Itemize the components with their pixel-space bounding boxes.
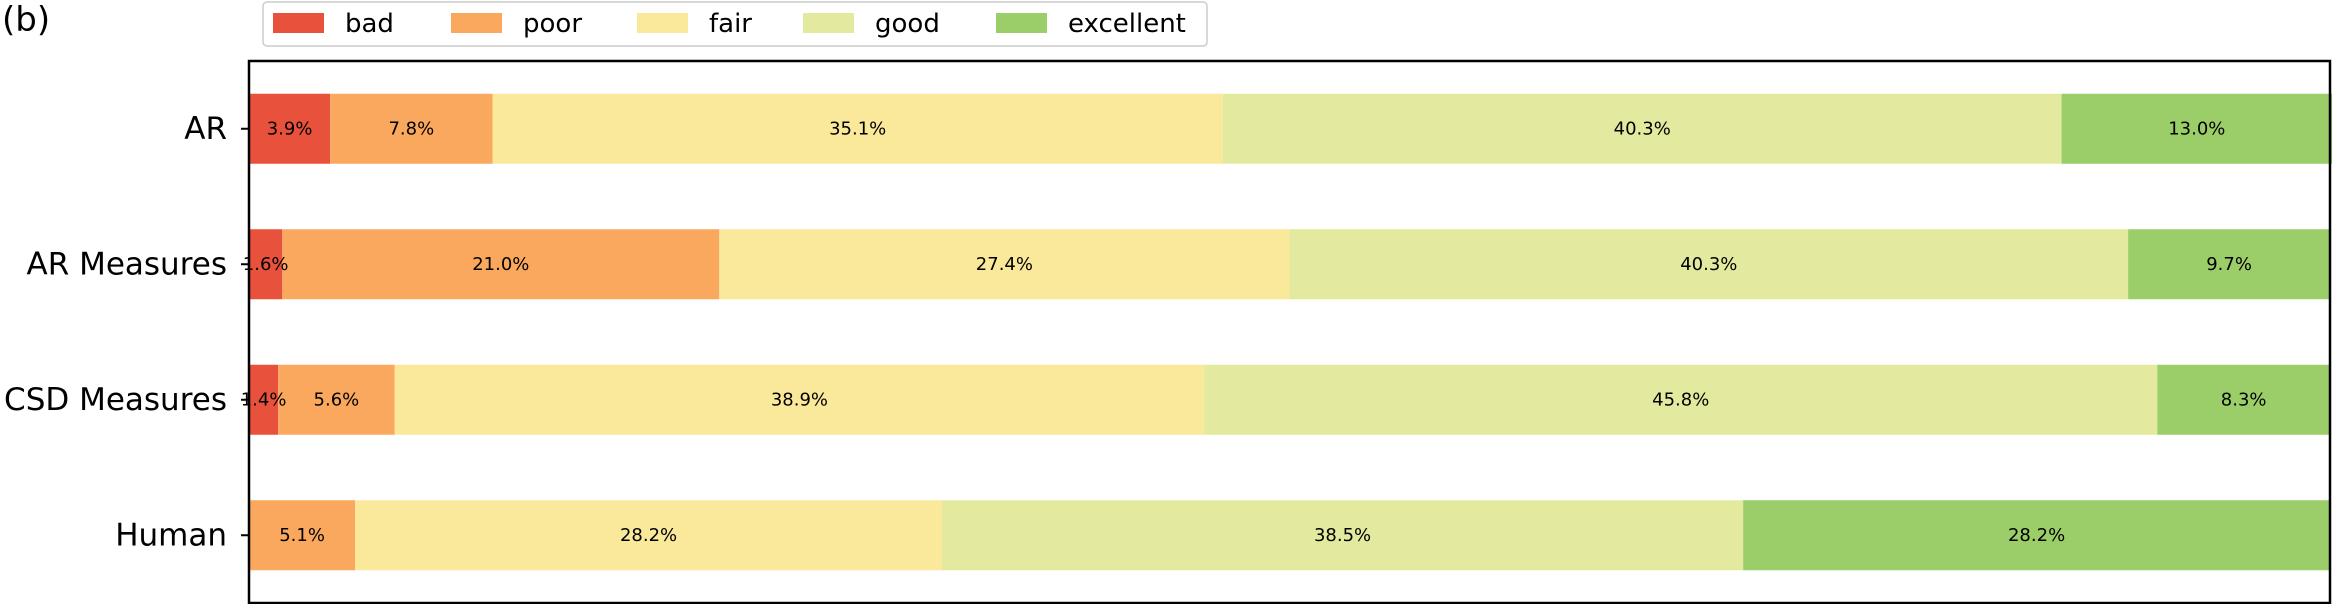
bar-fair-3: [355, 500, 942, 571]
legend-label-bad: bad: [345, 9, 394, 39]
data-label-excellent-3: 28.2%: [2008, 525, 2065, 546]
data-label-fair-3: 28.2%: [620, 525, 677, 546]
data-label-good-2: 45.8%: [1652, 389, 1709, 410]
y-tick-label-2: CSD Measures: [4, 382, 227, 418]
data-label-bad-0: 3.9%: [267, 118, 313, 139]
bar-good-0: [1222, 93, 2062, 164]
y-tick-label-1: AR Measures: [26, 246, 227, 282]
bar-good-3: [941, 500, 1744, 571]
bar-bad-2: [249, 364, 279, 435]
bars-layer: [249, 93, 2333, 571]
bar-excellent-2: [2157, 364, 2330, 435]
bar-fair-0: [492, 93, 1223, 164]
y-axis: AR AR Measures CSD Measures Human: [4, 111, 249, 553]
data-label-excellent-0: 13.0%: [2168, 118, 2225, 139]
legend-label-excellent: excellent: [1068, 9, 1186, 39]
y-tick-label-3: Human: [115, 517, 227, 553]
data-label-fair-0: 35.1%: [829, 118, 886, 139]
panel-label: (b): [2, 0, 51, 40]
bar-poor-3: [249, 500, 356, 571]
data-label-poor-0: 7.8%: [388, 118, 434, 139]
legend-swatch-fair: [637, 13, 688, 33]
data-label-excellent-2: 8.3%: [2221, 389, 2267, 410]
bar-fair-2: [394, 364, 1205, 435]
bar-good-2: [1204, 364, 2158, 435]
data-label-excellent-1: 9.7%: [2206, 254, 2252, 275]
legend-label-poor: poor: [523, 9, 582, 39]
bar-bad-1: [249, 229, 283, 300]
data-label-fair-2: 38.9%: [771, 389, 828, 410]
data-label-good-0: 40.3%: [1614, 118, 1671, 139]
data-label-poor-1: 21.0%: [472, 254, 529, 275]
legend-swatch-poor: [451, 13, 502, 33]
data-label-poor-3: 5.1%: [279, 525, 325, 546]
plot-frame: [247, 59, 2332, 604]
y-tick-label-0: AR: [184, 111, 227, 147]
data-label-poor-2: 5.6%: [314, 389, 360, 410]
legend-swatch-bad: [273, 13, 324, 33]
data-label-fair-1: 27.4%: [976, 254, 1033, 275]
legend-label-fair: fair: [709, 9, 752, 39]
bar-excellent-3: [1743, 500, 2330, 571]
bar-poor-2: [278, 364, 395, 435]
bar-excellent-1: [2128, 229, 2330, 300]
bar-good-1: [1289, 229, 2129, 300]
legend-swatch-good: [803, 13, 854, 33]
bar-poor-1: [282, 229, 720, 300]
bar-poor-0: [330, 93, 493, 164]
data-label-good-3: 38.5%: [1314, 525, 1371, 546]
legend-label-good: good: [875, 9, 940, 39]
bar-excellent-0: [2061, 93, 2333, 164]
data-label-bad-1: 1.6%: [243, 254, 289, 275]
bar-fair-1: [719, 229, 1290, 300]
bar-bad-0: [249, 93, 331, 164]
data-label-bad-2: 1.4%: [241, 389, 287, 410]
data-label-good-1: 40.3%: [1680, 254, 1737, 275]
labels-layer: 3.9% 7.8% 35.1% 40.3% 13.0% 1.6% 21.0% 27.4% 40.…: [241, 118, 2267, 546]
legend-swatch-excellent: [996, 13, 1047, 33]
legend: bad poor fair good excellent: [262, 1, 1208, 47]
